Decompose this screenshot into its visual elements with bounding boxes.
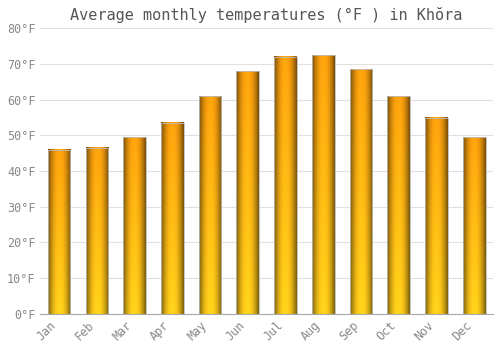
Bar [350, 69, 372, 314]
Bar [463, 137, 485, 314]
Bar [48, 150, 70, 314]
Bar [312, 55, 334, 314]
Bar [199, 96, 222, 314]
Title: Average monthly temperatures (°F ) in Khŏra: Average monthly temperatures (°F ) in Kh… [70, 7, 463, 23]
Bar [236, 71, 259, 314]
Bar [388, 96, 410, 314]
Bar [161, 123, 184, 314]
Bar [425, 118, 448, 314]
Bar [274, 57, 297, 314]
Bar [86, 148, 108, 314]
Bar [124, 137, 146, 314]
